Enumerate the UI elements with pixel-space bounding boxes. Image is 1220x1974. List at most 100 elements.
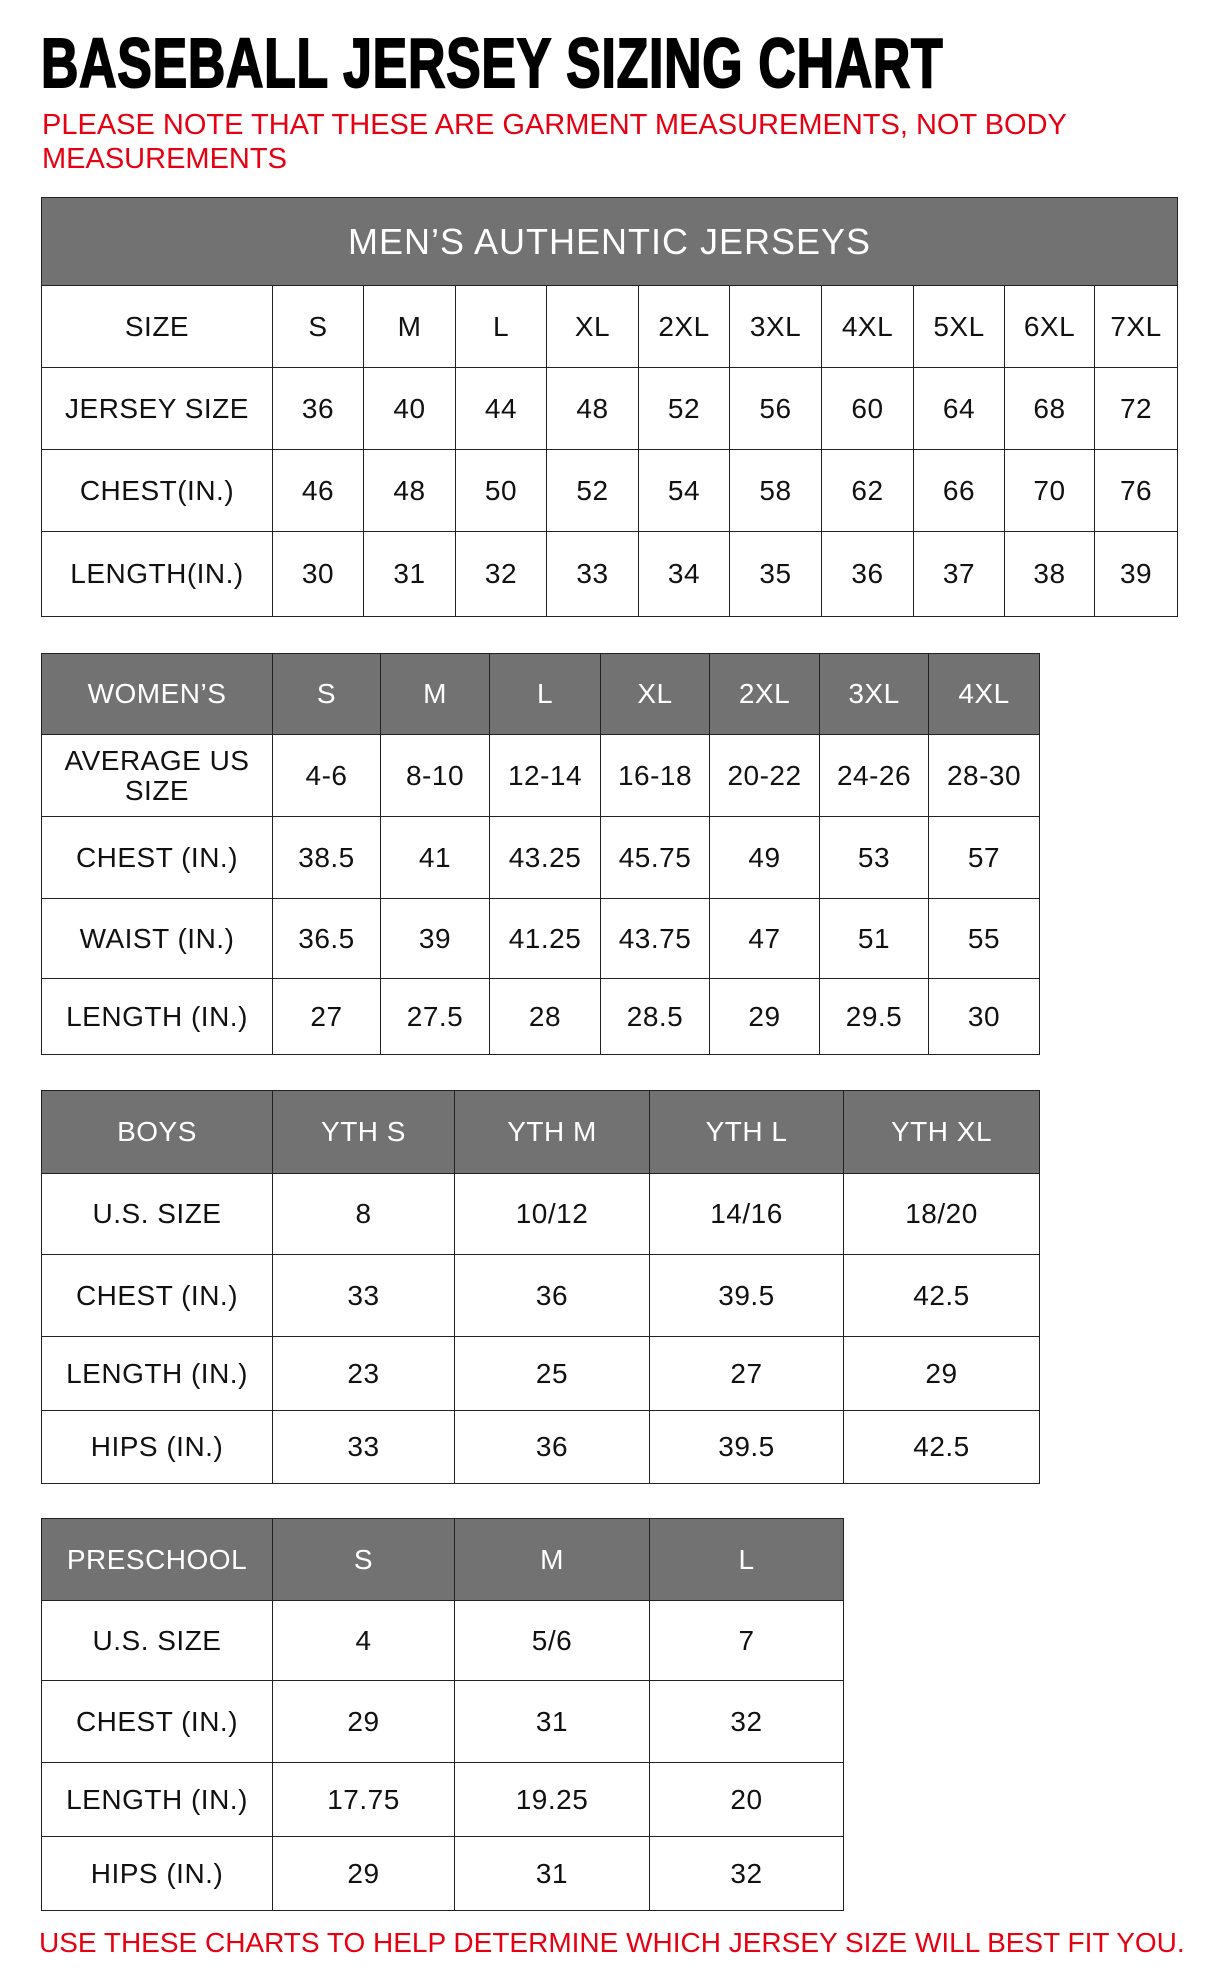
header-row: BOYS YTH S YTH M YTH L YTH XL (41, 1090, 1040, 1174)
measurement-cell: 60 (821, 367, 914, 450)
measurement-cell: 54 (638, 449, 730, 532)
measurement-cell: 19.25 (454, 1762, 650, 1837)
womens-size-table: WOMEN’S S M L XL 2XL 3XL 4XL AVERAGE US SIZE 4-6 8… (41, 653, 1040, 1055)
measurement-cell: 36 (454, 1410, 650, 1484)
row-label: CHEST (IN.) (41, 1680, 273, 1763)
measurement-cell: 57 (928, 816, 1040, 899)
measurement-cell: 64 (913, 367, 1005, 450)
measurement-cell: 29 (272, 1836, 455, 1911)
size-column-header: M (380, 653, 490, 735)
measurement-cell: 50 (455, 449, 547, 532)
preschool-size-table: PRESCHOOL S M L U.S. SIZE 4 5/6 7 CHEST (IN.) 29 3… (41, 1518, 844, 1911)
row-label: CHEST (IN.) (41, 1254, 273, 1337)
row-label: U.S. SIZE (41, 1600, 273, 1681)
row-label: HIPS (IN.) (41, 1836, 273, 1911)
mens-size-table: MEN’S AUTHENTIC JERSEYS SIZE S M L XL 2XL 3XL 4X… (40, 197, 1179, 617)
table-row: LENGTH (IN.) 17.75 19.25 20 (41, 1762, 844, 1837)
measurement-cell: 17.75 (272, 1762, 455, 1837)
header-row: WOMEN’S S M L XL 2XL 3XL 4XL (41, 653, 1040, 735)
header-row: PRESCHOOL S M L (41, 1518, 844, 1601)
category-header: PRESCHOOL (41, 1518, 273, 1601)
measurement-cell: 32 (649, 1680, 844, 1763)
row-label: LENGTH(IN.) (41, 531, 273, 617)
size-column-header: M (363, 285, 456, 368)
measurement-cell: 62 (821, 449, 914, 532)
measurement-cell: 51 (819, 898, 929, 979)
size-column-header: M (454, 1518, 650, 1601)
measurement-cell: 72 (1093, 367, 1179, 450)
footer-note: USE THESE CHARTS TO HELP DETERMINE WHICH… (39, 1927, 1185, 1958)
row-label: JERSEY SIZE (41, 367, 273, 450)
measurement-cell: 56 (729, 367, 822, 450)
measurement-cell: 68 (1004, 367, 1095, 450)
measurement-cell: 39 (1093, 531, 1179, 617)
measurement-cell: 48 (363, 449, 456, 532)
size-column-header: 3XL (819, 653, 929, 735)
measurement-cell: 55 (928, 898, 1040, 979)
category-header: WOMEN’S (41, 653, 273, 735)
measurement-cell: 18/20 (843, 1173, 1040, 1255)
size-column-header: XL (546, 285, 639, 368)
measurement-cell: 43.75 (600, 898, 710, 979)
measurement-cell: 34 (638, 531, 730, 617)
table-row: HIPS (IN.) 29 31 32 (41, 1836, 844, 1911)
measurement-cell: 35 (729, 531, 822, 617)
measurement-cell: 28 (489, 978, 601, 1055)
table-row: AVERAGE US SIZE 4-6 8-10 12-14 16-18 20-22 24-… (41, 734, 1040, 817)
row-label: LENGTH (IN.) (41, 978, 273, 1055)
measurement-cell: 33 (272, 1254, 455, 1337)
table-banner: MEN’S AUTHENTIC JERSEYS (40, 197, 1179, 286)
measurement-cell: 24-26 (819, 734, 929, 817)
measurement-cell: 36 (272, 367, 364, 450)
table-row: LENGTH (IN.) 23 25 27 29 (41, 1336, 1040, 1411)
measurement-cell: 41.25 (489, 898, 601, 979)
measurement-cell: 29 (843, 1336, 1040, 1411)
row-label: HIPS (IN.) (41, 1410, 273, 1484)
size-column-header: YTH S (272, 1090, 455, 1174)
measurement-cell: 32 (649, 1836, 844, 1911)
measurement-cell: 53 (819, 816, 929, 899)
size-column-header: 4XL (928, 653, 1040, 735)
measurement-cell: 49 (709, 816, 820, 899)
measurement-cell: 37 (913, 531, 1005, 617)
size-column-header: 4XL (821, 285, 914, 368)
table-row: U.S. SIZE 8 10/12 14/16 18/20 (41, 1173, 1040, 1255)
measurement-cell: 23 (272, 1336, 455, 1411)
measurement-cell: 33 (546, 531, 639, 617)
table-row: CHEST (IN.) 33 36 39.5 42.5 (41, 1254, 1040, 1337)
measurement-cell: 10/12 (454, 1173, 650, 1255)
measurement-cell: 20-22 (709, 734, 820, 817)
size-column-header: YTH L (649, 1090, 844, 1174)
measurement-cell: 7 (649, 1600, 844, 1681)
measurement-cell: 42.5 (843, 1410, 1040, 1484)
table-row: HIPS (IN.) 33 36 39.5 42.5 (41, 1410, 1040, 1484)
table-row: LENGTH(IN.) 30 31 32 33 34 35 36 37 38 39 (41, 531, 1179, 617)
table-row: U.S. SIZE 4 5/6 7 (41, 1600, 844, 1681)
measurement-cell: 12-14 (489, 734, 601, 817)
measurement-cell: 31 (363, 531, 456, 617)
measurement-cell: 8 (272, 1173, 455, 1255)
measurement-cell: 29 (709, 978, 820, 1055)
size-column-header: 2XL (709, 653, 820, 735)
row-label: U.S. SIZE (41, 1173, 273, 1255)
row-label: LENGTH (IN.) (41, 1336, 273, 1411)
table-row: WAIST (IN.) 36.5 39 41.25 43.75 47 51 55 (41, 898, 1040, 979)
measurement-cell: 41 (380, 816, 490, 899)
table-row: CHEST (IN.) 38.5 41 43.25 45.75 49 53 57 (41, 816, 1040, 899)
measurement-cell: 28.5 (600, 978, 710, 1055)
measurement-cell: 30 (928, 978, 1040, 1055)
measurement-cell: 39.5 (649, 1254, 844, 1337)
measurement-cell: 58 (729, 449, 822, 532)
measurement-cell: 38 (1004, 531, 1095, 617)
measurement-cell: 39 (380, 898, 490, 979)
size-column-header: 7XL (1093, 285, 1179, 368)
measurement-cell: 36 (454, 1254, 650, 1337)
row-label: AVERAGE US SIZE (41, 734, 273, 817)
row-label: WAIST (IN.) (41, 898, 273, 979)
measurement-cell: 39.5 (649, 1410, 844, 1484)
row-label: CHEST (IN.) (41, 816, 273, 899)
measurement-cell: 29.5 (819, 978, 929, 1055)
measurement-cell: 30 (272, 531, 364, 617)
size-column-header: L (455, 285, 547, 368)
measurement-cell: 27 (649, 1336, 844, 1411)
